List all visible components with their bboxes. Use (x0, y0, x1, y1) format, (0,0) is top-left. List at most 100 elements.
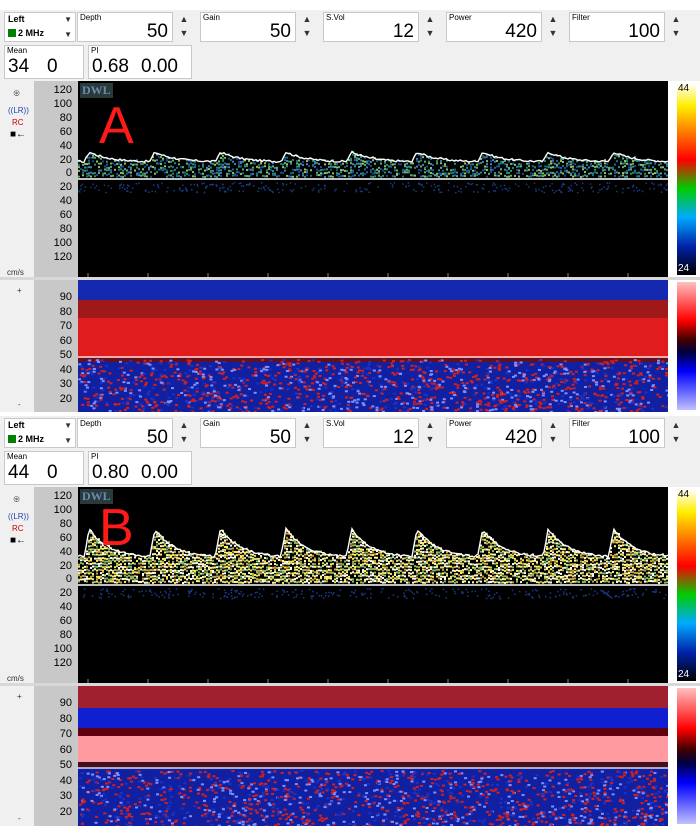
colorbar-min: 24 (678, 669, 690, 680)
probe-selector[interactable]: Left ▼ 2 MHz ▼ (4, 12, 76, 42)
mmode-plus-label: + (17, 286, 22, 295)
chevron-up-icon[interactable]: ▲ (548, 420, 558, 430)
spectrogram-b[interactable] (78, 487, 668, 683)
chevron-down-icon[interactable]: ▼ (64, 15, 72, 24)
chevron-up-icon[interactable]: ▲ (179, 420, 189, 430)
chevron-down-icon[interactable]: ▼ (179, 434, 189, 444)
chevron-up-icon[interactable]: ▲ (302, 14, 312, 24)
chevron-up-icon[interactable]: ▲ (671, 420, 681, 430)
depth-field[interactable]: Depth 50 (77, 12, 173, 42)
pi-readout: PI 0.68 0.00 (88, 45, 192, 79)
chevron-down-icon[interactable]: ▼ (548, 434, 558, 444)
chevron-down-icon[interactable]: ▼ (425, 434, 435, 444)
chevron-down-icon[interactable]: ▼ (425, 28, 435, 38)
svol-spinner[interactable]: ▲ ▼ (422, 418, 438, 448)
power-value[interactable]: 420 (505, 427, 537, 448)
stats-row: Mean 44 0 PI 0.80 0.00 (0, 449, 700, 487)
marker-arrow-icon[interactable]: ■← (10, 535, 27, 546)
power-spinner[interactable]: ▲ ▼ (545, 418, 561, 448)
mmode-plus-label: + (17, 692, 22, 701)
axis-tick-label: 70 (59, 728, 72, 740)
lr-label[interactable]: ((LR)) (8, 106, 29, 115)
chevron-up-icon[interactable]: ▲ (671, 14, 681, 24)
pi-value-secondary: 0.00 (141, 462, 178, 483)
rc-label[interactable]: RC (12, 524, 24, 533)
gain-value[interactable]: 50 (269, 427, 291, 448)
chevron-up-icon[interactable]: ▲ (425, 420, 435, 430)
probe-frequency-select[interactable]: 2 MHz (8, 434, 44, 444)
chevron-down-icon[interactable]: ▼ (179, 28, 189, 38)
axis-tick-label: 40 (59, 545, 72, 558)
axis-tick-label: 0 (65, 573, 72, 586)
probe-side-select[interactable]: Left (8, 14, 25, 24)
lr-label[interactable]: ((LR)) (8, 512, 29, 521)
power-value[interactable]: 420 (505, 21, 537, 42)
svol-field[interactable]: S.Vol 12 (323, 418, 419, 448)
chevron-down-icon[interactable]: ▼ (302, 28, 312, 38)
axis-tick-label: 90 (59, 697, 72, 709)
chevron-down-icon[interactable]: ▼ (64, 436, 72, 445)
axis-tick-label: 20 (59, 805, 72, 818)
pi-label: PI (91, 452, 99, 461)
spectrogram-a[interactable] (78, 81, 668, 277)
mean-label: Mean (7, 46, 28, 55)
filter-value[interactable]: 100 (628, 21, 660, 42)
svol-label: S.Vol (326, 419, 345, 428)
chevron-down-icon[interactable]: ▼ (64, 30, 72, 39)
probe-frequency-select[interactable]: 2 MHz (8, 28, 44, 38)
mmode-colorbar-gradient (677, 688, 696, 824)
probe-selector[interactable]: Left ▼ 2 MHz ▼ (4, 418, 76, 448)
velocity-axis: 120 100 80 60 40 20 0 20 40 60 80 100 120 (34, 487, 78, 683)
mmode-display-a[interactable] (78, 280, 668, 412)
chevron-up-icon[interactable]: ▲ (425, 14, 435, 24)
chevron-up-icon[interactable]: ▲ (302, 420, 312, 430)
svol-value[interactable]: 12 (392, 21, 414, 42)
divider (0, 277, 700, 280)
depth-field[interactable]: Depth 50 (77, 418, 173, 448)
mmode-colorbar (677, 688, 696, 824)
svol-value[interactable]: 12 (392, 427, 414, 448)
gain-value[interactable]: 50 (269, 21, 291, 42)
dwl-logo: DWL (80, 489, 113, 504)
depth-spinner[interactable]: ▲ ▼ (176, 418, 192, 448)
control-toolbar: Left ▼ 2 MHz ▼ Depth 50 ▲ ▼ Gain 50 ▲ ▼ S.… (0, 10, 700, 43)
stats-row: Mean 34 0 PI 0.68 0.00 (0, 43, 700, 81)
mean-label: Mean (7, 452, 28, 461)
power-spinner[interactable]: ▲ ▼ (545, 12, 561, 42)
chevron-down-icon[interactable]: ▼ (302, 434, 312, 444)
axis-tick-label: 40 (59, 774, 72, 787)
probe-icon[interactable]: ♼ (13, 89, 21, 98)
gain-spinner[interactable]: ▲ ▼ (299, 12, 315, 42)
svol-spinner[interactable]: ▲ ▼ (422, 12, 438, 42)
chevron-down-icon[interactable]: ▼ (671, 434, 681, 444)
chevron-up-icon[interactable]: ▲ (548, 14, 558, 24)
gain-field[interactable]: Gain 50 (200, 418, 296, 448)
depth-value[interactable]: 50 (146, 427, 168, 448)
chevron-down-icon[interactable]: ▼ (548, 28, 558, 38)
probe-icon[interactable]: ♼ (13, 495, 21, 504)
axis-tick-label: 120 (53, 656, 72, 669)
chevron-up-icon[interactable]: ▲ (179, 14, 189, 24)
filter-value[interactable]: 100 (628, 427, 660, 448)
panel-letter: A (99, 97, 134, 155)
power-field[interactable]: Power 420 (446, 418, 542, 448)
filter-spinner[interactable]: ▲ ▼ (668, 12, 684, 42)
filter-field[interactable]: Filter 100 (569, 418, 665, 448)
probe-side-select[interactable]: Left (8, 420, 25, 430)
power-field[interactable]: Power 420 (446, 12, 542, 42)
filter-spinner[interactable]: ▲ ▼ (668, 418, 684, 448)
axis-tick-label: 60 (59, 125, 72, 138)
gain-field[interactable]: Gain 50 (200, 12, 296, 42)
depth-spinner[interactable]: ▲ ▼ (176, 12, 192, 42)
depth-value[interactable]: 50 (146, 21, 168, 42)
chevron-down-icon[interactable]: ▼ (671, 28, 681, 38)
mmode-image (78, 280, 668, 412)
chevron-down-icon[interactable]: ▼ (64, 421, 72, 430)
marker-arrow-icon[interactable]: ■← (10, 129, 27, 140)
filter-field[interactable]: Filter 100 (569, 12, 665, 42)
rc-label[interactable]: RC (12, 118, 24, 127)
mmode-display-b[interactable] (78, 686, 668, 826)
svol-field[interactable]: S.Vol 12 (323, 12, 419, 42)
probe-frequency-label: 2 MHz (18, 28, 45, 38)
gain-spinner[interactable]: ▲ ▼ (299, 418, 315, 448)
